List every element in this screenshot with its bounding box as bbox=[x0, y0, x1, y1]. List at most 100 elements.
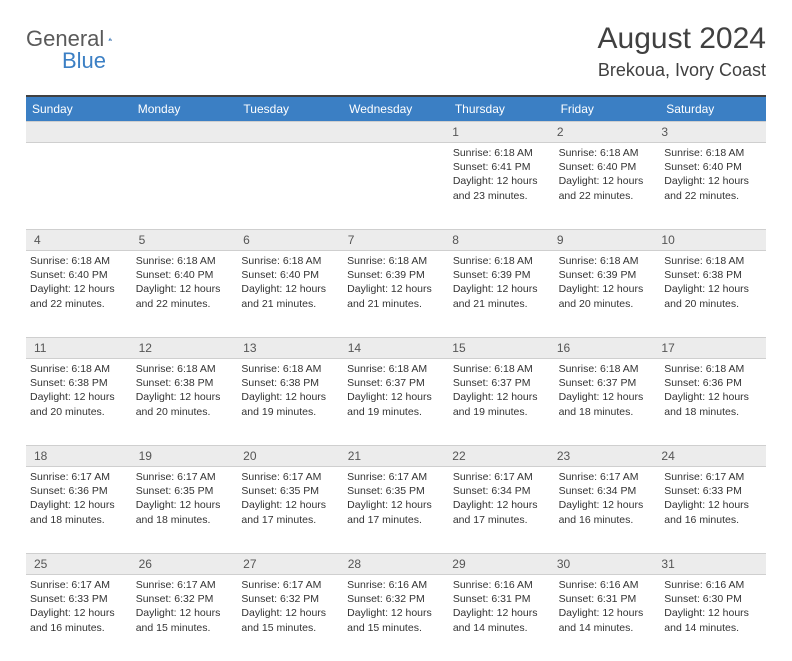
day-detail-line: Sunrise: 6:18 AM bbox=[453, 362, 551, 376]
weekday-label: Tuesday bbox=[237, 97, 343, 121]
day-detail-line: Sunrise: 6:17 AM bbox=[136, 470, 234, 484]
day-detail-line: Sunset: 6:40 PM bbox=[30, 268, 128, 282]
day-detail-line: Sunset: 6:39 PM bbox=[347, 268, 445, 282]
day-detail-line: Sunrise: 6:17 AM bbox=[664, 470, 762, 484]
daynum-row: 25262728293031 bbox=[26, 553, 766, 575]
day-detail-line: Sunset: 6:32 PM bbox=[241, 592, 339, 606]
day-detail-line: Daylight: 12 hours and 20 minutes. bbox=[559, 282, 657, 310]
day-detail-line: Daylight: 12 hours and 15 minutes. bbox=[136, 606, 234, 634]
day-detail-line: Sunset: 6:37 PM bbox=[559, 376, 657, 390]
day-detail-line: Sunset: 6:40 PM bbox=[136, 268, 234, 282]
day-detail-line: Daylight: 12 hours and 18 minutes. bbox=[664, 390, 762, 418]
day-cell: Sunrise: 6:17 AMSunset: 6:34 PMDaylight:… bbox=[555, 467, 661, 553]
day-number: 7 bbox=[344, 233, 449, 247]
day-number: 10 bbox=[657, 233, 762, 247]
day-detail-line: Sunset: 6:35 PM bbox=[347, 484, 445, 498]
day-detail-line: Sunrise: 6:18 AM bbox=[136, 362, 234, 376]
day-cell: Sunrise: 6:18 AMSunset: 6:38 PMDaylight:… bbox=[132, 359, 238, 445]
day-detail-line: Sunset: 6:31 PM bbox=[559, 592, 657, 606]
day-number: 14 bbox=[344, 341, 449, 355]
daynum-row: 18192021222324 bbox=[26, 445, 766, 467]
day-number: 28 bbox=[344, 557, 449, 571]
daynum-row: 11121314151617 bbox=[26, 337, 766, 359]
day-number: 3 bbox=[657, 125, 762, 139]
empty-cell bbox=[135, 125, 240, 139]
day-cell: Sunrise: 6:16 AMSunset: 6:30 PMDaylight:… bbox=[660, 575, 766, 661]
day-detail-line: Daylight: 12 hours and 23 minutes. bbox=[453, 174, 551, 202]
day-detail-line: Daylight: 12 hours and 20 minutes. bbox=[136, 390, 234, 418]
day-detail-line: Daylight: 12 hours and 14 minutes. bbox=[559, 606, 657, 634]
day-detail-line: Daylight: 12 hours and 22 minutes. bbox=[136, 282, 234, 310]
day-number: 5 bbox=[135, 233, 240, 247]
day-detail-line: Sunset: 6:38 PM bbox=[241, 376, 339, 390]
day-number: 24 bbox=[657, 449, 762, 463]
day-detail-line: Sunset: 6:40 PM bbox=[664, 160, 762, 174]
day-detail-line: Daylight: 12 hours and 22 minutes. bbox=[664, 174, 762, 202]
brand-sail-icon bbox=[108, 28, 112, 50]
day-detail-line: Sunrise: 6:17 AM bbox=[347, 470, 445, 484]
day-cell: Sunrise: 6:17 AMSunset: 6:33 PMDaylight:… bbox=[660, 467, 766, 553]
day-detail-line: Sunset: 6:34 PM bbox=[453, 484, 551, 498]
day-cell: Sunrise: 6:17 AMSunset: 6:32 PMDaylight:… bbox=[132, 575, 238, 661]
day-cell: Sunrise: 6:18 AMSunset: 6:38 PMDaylight:… bbox=[660, 251, 766, 337]
day-detail-line: Sunrise: 6:16 AM bbox=[559, 578, 657, 592]
day-detail-line: Sunrise: 6:18 AM bbox=[559, 362, 657, 376]
day-detail-line: Sunrise: 6:18 AM bbox=[559, 254, 657, 268]
day-detail-line: Sunrise: 6:17 AM bbox=[559, 470, 657, 484]
day-detail-line: Daylight: 12 hours and 17 minutes. bbox=[453, 498, 551, 526]
day-cell: Sunrise: 6:18 AMSunset: 6:39 PMDaylight:… bbox=[555, 251, 661, 337]
weekday-header: Sunday Monday Tuesday Wednesday Thursday… bbox=[26, 97, 766, 121]
day-detail-line: Sunset: 6:40 PM bbox=[241, 268, 339, 282]
day-detail-line: Sunrise: 6:17 AM bbox=[241, 470, 339, 484]
daynum-row: 45678910 bbox=[26, 229, 766, 251]
day-detail-line: Daylight: 12 hours and 20 minutes. bbox=[30, 390, 128, 418]
daynum-row: 123 bbox=[26, 121, 766, 143]
day-number: 8 bbox=[448, 233, 553, 247]
page-title: August 2024 bbox=[598, 22, 766, 56]
day-detail-line: Sunrise: 6:17 AM bbox=[241, 578, 339, 592]
empty-cell bbox=[239, 125, 344, 139]
day-detail-line: Sunrise: 6:17 AM bbox=[453, 470, 551, 484]
day-number: 15 bbox=[448, 341, 553, 355]
day-detail-line: Sunset: 6:35 PM bbox=[241, 484, 339, 498]
day-detail-line: Daylight: 12 hours and 16 minutes. bbox=[664, 498, 762, 526]
weekday-label: Thursday bbox=[449, 97, 555, 121]
day-number: 2 bbox=[553, 125, 658, 139]
empty-cell bbox=[343, 143, 449, 229]
day-detail-line: Daylight: 12 hours and 16 minutes. bbox=[30, 606, 128, 634]
day-detail-line: Daylight: 12 hours and 22 minutes. bbox=[559, 174, 657, 202]
day-cell: Sunrise: 6:18 AMSunset: 6:36 PMDaylight:… bbox=[660, 359, 766, 445]
weekday-label: Saturday bbox=[660, 97, 766, 121]
detail-row: Sunrise: 6:18 AMSunset: 6:41 PMDaylight:… bbox=[26, 143, 766, 229]
brand-word-2: Blue bbox=[62, 48, 106, 73]
day-detail-line: Sunrise: 6:17 AM bbox=[30, 578, 128, 592]
day-cell: Sunrise: 6:18 AMSunset: 6:40 PMDaylight:… bbox=[660, 143, 766, 229]
day-detail-line: Sunrise: 6:18 AM bbox=[453, 146, 551, 160]
day-detail-line: Sunrise: 6:18 AM bbox=[30, 362, 128, 376]
day-cell: Sunrise: 6:18 AMSunset: 6:37 PMDaylight:… bbox=[343, 359, 449, 445]
day-number: 20 bbox=[239, 449, 344, 463]
day-number: 29 bbox=[448, 557, 553, 571]
day-detail-line: Daylight: 12 hours and 16 minutes. bbox=[559, 498, 657, 526]
day-detail-line: Sunset: 6:36 PM bbox=[664, 376, 762, 390]
day-number: 18 bbox=[30, 449, 135, 463]
day-number: 22 bbox=[448, 449, 553, 463]
day-cell: Sunrise: 6:18 AMSunset: 6:41 PMDaylight:… bbox=[449, 143, 555, 229]
day-detail-line: Sunset: 6:38 PM bbox=[30, 376, 128, 390]
day-number: 6 bbox=[239, 233, 344, 247]
day-detail-line: Sunset: 6:36 PM bbox=[30, 484, 128, 498]
day-number: 16 bbox=[553, 341, 658, 355]
day-cell: Sunrise: 6:18 AMSunset: 6:37 PMDaylight:… bbox=[555, 359, 661, 445]
day-detail-line: Sunset: 6:32 PM bbox=[347, 592, 445, 606]
empty-cell bbox=[344, 125, 449, 139]
calendar-page: General August 2024 Brekoua, Ivory Coast… bbox=[0, 0, 792, 612]
day-detail-line: Sunset: 6:31 PM bbox=[453, 592, 551, 606]
day-detail-line: Sunset: 6:34 PM bbox=[559, 484, 657, 498]
day-cell: Sunrise: 6:18 AMSunset: 6:38 PMDaylight:… bbox=[26, 359, 132, 445]
day-cell: Sunrise: 6:18 AMSunset: 6:37 PMDaylight:… bbox=[449, 359, 555, 445]
day-detail-line: Sunrise: 6:18 AM bbox=[559, 146, 657, 160]
calendar-weeks: 123Sunrise: 6:18 AMSunset: 6:41 PMDaylig… bbox=[26, 121, 766, 661]
day-detail-line: Sunset: 6:39 PM bbox=[453, 268, 551, 282]
day-detail-line: Daylight: 12 hours and 20 minutes. bbox=[664, 282, 762, 310]
day-detail-line: Sunset: 6:33 PM bbox=[664, 484, 762, 498]
